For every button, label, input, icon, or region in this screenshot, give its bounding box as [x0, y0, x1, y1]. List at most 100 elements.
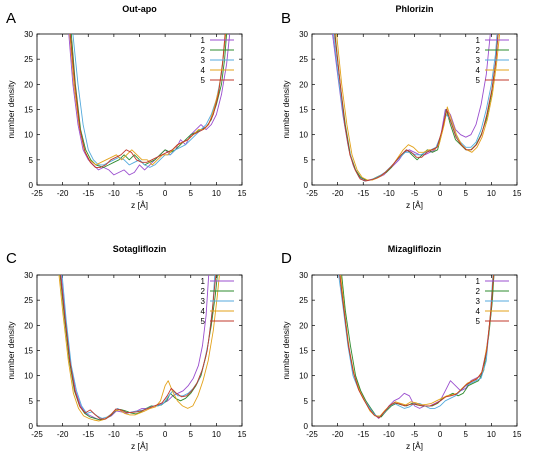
chart-title: Phlorizin [396, 4, 434, 14]
legend-label: 1 [476, 36, 481, 45]
x-tick-label: -5 [136, 430, 144, 439]
x-tick-label: -25 [31, 430, 43, 439]
series-line-5 [334, 34, 499, 182]
y-tick-label: 25 [24, 296, 33, 305]
y-tick-label: 0 [29, 181, 34, 190]
x-tick-label: -20 [332, 189, 344, 198]
y-tick-label: 30 [24, 271, 33, 280]
legend-label: 2 [201, 287, 206, 296]
legend-label: 4 [476, 307, 481, 316]
series-group [68, 34, 231, 176]
y-tick-label: 25 [299, 296, 308, 305]
x-tick-label: -10 [383, 430, 395, 439]
y-tick-label: 30 [299, 30, 308, 39]
x-tick-label: -5 [136, 189, 144, 198]
series-line-3 [333, 34, 498, 182]
chart-title: Mizagliflozin [388, 244, 442, 254]
legend-label: 4 [201, 307, 206, 316]
x-axis-label: z [Å] [406, 200, 423, 210]
legend-label: 5 [201, 317, 206, 326]
legend-label: 5 [201, 76, 206, 85]
series-line-1 [332, 34, 491, 181]
y-tick-label: 10 [24, 372, 33, 381]
x-tick-label: 10 [212, 189, 221, 198]
series-line-5 [339, 275, 494, 419]
x-tick-label: 10 [487, 430, 496, 439]
legend-label: 2 [476, 287, 481, 296]
chart-title: Sotagliflozin [113, 244, 167, 254]
x-tick-label: -10 [108, 430, 120, 439]
y-tick-label: 20 [299, 80, 308, 89]
legend-label: 1 [201, 36, 206, 45]
x-axis-label: z [Å] [131, 200, 148, 210]
y-axis-label: number density [6, 80, 16, 139]
legend-label: 2 [476, 46, 481, 55]
legend-label: 5 [476, 317, 481, 326]
y-tick-label: 15 [24, 347, 33, 356]
y-tick-label: 20 [24, 80, 33, 89]
chart-title: Out-apo [122, 4, 157, 14]
y-tick-label: 10 [24, 131, 33, 140]
series-line-4 [340, 275, 494, 417]
panel-letter: B [281, 10, 291, 27]
series-line-3 [72, 34, 227, 168]
y-tick-label: 30 [299, 271, 308, 280]
y-tick-label: 25 [299, 55, 308, 64]
legend-label: 4 [201, 66, 206, 75]
x-tick-label: -15 [82, 430, 94, 439]
y-tick-label: 15 [24, 106, 33, 115]
series-line-1 [68, 34, 231, 176]
x-tick-label: 0 [438, 430, 443, 439]
x-tick-label: 5 [189, 430, 194, 439]
y-tick-label: 5 [29, 156, 34, 165]
y-tick-label: 5 [304, 397, 309, 406]
plot-frame [36, 33, 243, 186]
series-line-4 [336, 34, 501, 181]
x-axis-label: z [Å] [406, 441, 423, 451]
x-tick-label: -10 [108, 189, 120, 198]
y-tick-label: 0 [29, 422, 34, 431]
x-tick-label: 10 [212, 430, 221, 439]
x-tick-label: -5 [411, 189, 419, 198]
panel-letter: D [281, 250, 292, 267]
x-tick-label: -20 [332, 430, 344, 439]
y-tick-label: 20 [299, 321, 308, 330]
legend-label: 4 [476, 66, 481, 75]
x-tick-label: -25 [306, 189, 318, 198]
series-line-2 [59, 275, 218, 421]
x-tick-label: 0 [163, 189, 168, 198]
x-axis-label: z [Å] [131, 441, 148, 451]
x-tick-label: 15 [513, 189, 522, 198]
x-tick-label: 5 [464, 189, 469, 198]
y-tick-label: 5 [304, 156, 309, 165]
series-line-2 [341, 275, 495, 418]
series-group [338, 275, 495, 419]
y-tick-label: 0 [304, 422, 309, 431]
y-tick-label: 15 [299, 347, 308, 356]
x-tick-label: -5 [411, 430, 419, 439]
series-line-3 [61, 275, 216, 419]
y-tick-label: 15 [299, 106, 308, 115]
legend-label: 1 [476, 277, 481, 286]
y-tick-label: 0 [304, 181, 309, 190]
y-tick-label: 30 [24, 30, 33, 39]
y-tick-label: 10 [299, 372, 308, 381]
y-axis-label: number density [6, 321, 16, 380]
x-tick-label: -20 [57, 189, 69, 198]
series-line-5 [60, 275, 217, 420]
y-axis-label: number density [281, 321, 291, 380]
series-group [332, 34, 501, 182]
legend-label: 3 [476, 297, 481, 306]
x-tick-label: -15 [357, 430, 369, 439]
y-tick-label: 20 [24, 321, 33, 330]
x-tick-label: -15 [357, 189, 369, 198]
y-tick-label: 5 [29, 397, 34, 406]
x-tick-label: 10 [487, 189, 496, 198]
x-tick-label: -10 [383, 189, 395, 198]
series-line-5 [69, 34, 226, 168]
panel-letter: C [6, 250, 17, 267]
